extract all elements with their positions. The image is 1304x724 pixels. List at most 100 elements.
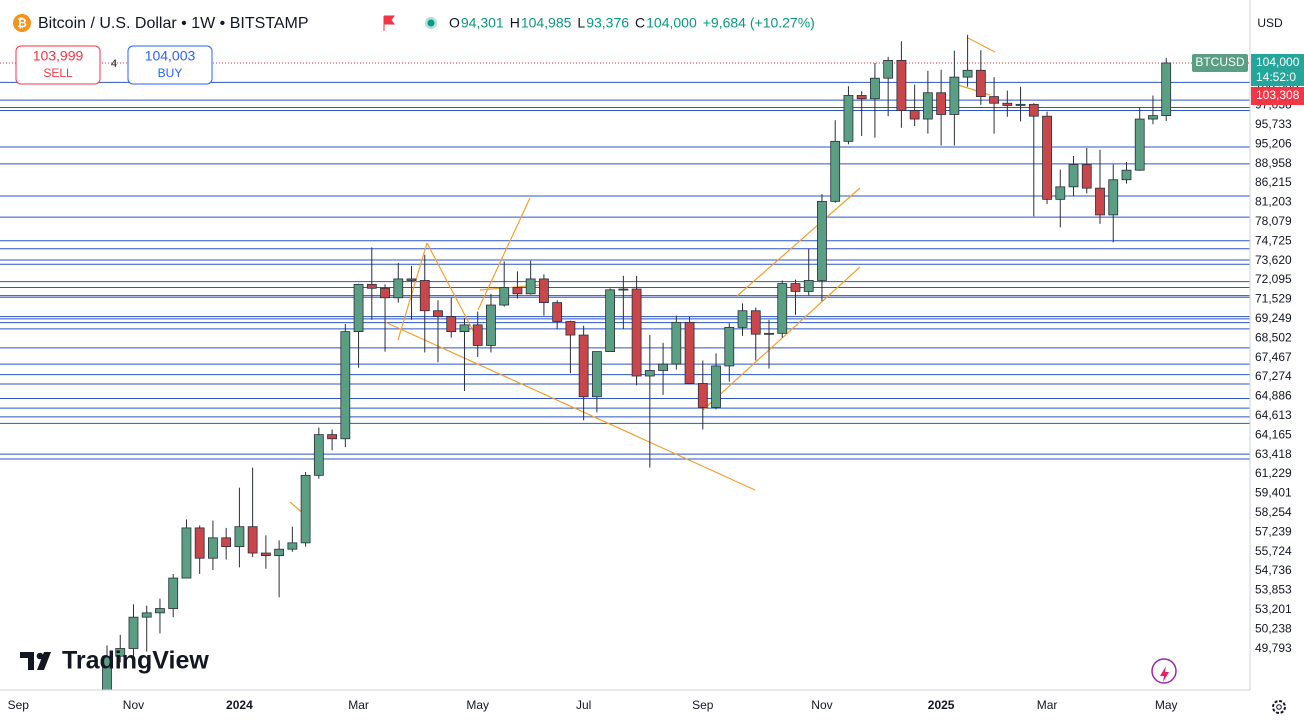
candle-body (631, 288, 642, 377)
sell-price: 103,999 (33, 48, 84, 64)
trendline (967, 37, 996, 53)
candle-body (433, 310, 443, 317)
candle-body (168, 577, 179, 609)
candle-body (1002, 102, 1013, 106)
assistant-icon-bolt (1160, 666, 1169, 682)
countdown: 14:52:0 (1256, 70, 1296, 84)
y-tick-label: 72,095 (1255, 272, 1292, 286)
candle-body (922, 92, 933, 120)
trendline (426, 242, 479, 341)
candle-body (208, 537, 218, 559)
y-tick-label: 67,274 (1255, 369, 1292, 383)
buy-price: 104,003 (145, 48, 196, 64)
y-tick-label: 53,201 (1255, 602, 1292, 616)
y-tick-label: 55,724 (1255, 544, 1292, 558)
y-tick-label: 59,401 (1255, 486, 1292, 500)
sell-label: SELL (43, 66, 73, 80)
candle-body (380, 287, 390, 299)
y-tick-label: 88,958 (1255, 156, 1292, 170)
candle-body (1134, 118, 1145, 171)
candle-body (737, 310, 748, 328)
x-tick-label: 2024 (226, 698, 253, 712)
candle-body (141, 612, 152, 618)
candle-body (260, 552, 271, 557)
price-tag (1251, 53, 1304, 86)
candle-body (578, 334, 589, 398)
candle-body (962, 69, 973, 78)
candle-body (247, 526, 258, 554)
y-axis-labels: 100,30697,05895,73395,20688,95886,21581,… (1192, 53, 1304, 655)
candle-body (724, 326, 735, 367)
price-tag (1251, 86, 1304, 105)
y-tick-label: 95,733 (1255, 117, 1292, 131)
candle-body (1042, 115, 1052, 200)
logo-mark (36, 652, 44, 660)
candle-body (419, 280, 430, 312)
candle-body (896, 60, 907, 111)
x-tick-label: Sep (8, 698, 30, 712)
y-tick-label: 54,736 (1255, 563, 1292, 577)
candle-body (883, 60, 894, 79)
candle-body (499, 287, 510, 306)
candle-body (750, 310, 761, 335)
candle-body (234, 526, 245, 548)
chart-title: Bitcoin / U.S. Dollar • 1W • BITSTAMP (38, 15, 309, 32)
candle-body (1081, 164, 1092, 189)
y-tick-label: 49,793 (1255, 641, 1292, 655)
candle-body (128, 616, 139, 649)
btc-icon-glyph: ₿ (17, 16, 27, 30)
candle-body (486, 304, 496, 346)
candle-body (936, 92, 947, 115)
buy-button[interactable] (127, 45, 213, 85)
candle-body (697, 383, 708, 408)
y-tick-label: 95,206 (1255, 136, 1292, 150)
ohlc-letter: C (635, 15, 645, 31)
candle-body (459, 324, 470, 333)
assistant-icon[interactable] (1151, 658, 1177, 684)
candle-body (274, 548, 285, 557)
currency: USD (1257, 16, 1283, 30)
ohlc-value: 104,000 (646, 15, 697, 31)
time-axis (0, 690, 1250, 724)
candle-body (803, 280, 814, 292)
candle-body (1095, 187, 1105, 216)
y-tick-label: 81,203 (1255, 195, 1292, 209)
trendline (397, 242, 428, 341)
logo-mark (20, 652, 34, 670)
candle-body (989, 96, 999, 104)
y-tick-label: 64,613 (1255, 408, 1292, 422)
x-tick-label: 2025 (928, 698, 955, 712)
candle-body (552, 302, 563, 322)
y-tick-label: 73,620 (1255, 253, 1292, 267)
ohlc-letter: H (510, 15, 520, 31)
x-tick-label: Sep (692, 698, 714, 712)
candle-body (181, 527, 192, 579)
candle-body (366, 283, 377, 289)
y-tick-label: 64,886 (1255, 389, 1292, 403)
symbol-tag-label: BTCUSD (1195, 55, 1245, 69)
y-tick-label: 57,239 (1255, 524, 1292, 538)
candle-body (472, 324, 483, 346)
candle-body (790, 283, 801, 292)
x-tick-label: Nov (811, 698, 832, 712)
trendlines (289, 37, 996, 516)
candle-body (711, 365, 721, 408)
candle-body (221, 537, 232, 548)
candle-body (949, 76, 960, 115)
candle-body (539, 278, 549, 304)
y-tick-label: 71,529 (1255, 292, 1292, 306)
candle-body (764, 332, 774, 335)
x-tick-label: Mar (1037, 698, 1058, 712)
settings-icon[interactable] (1272, 700, 1286, 714)
x-tick-label: Nov (123, 698, 144, 712)
candle-body (155, 608, 165, 614)
x-tick-label: May (1155, 698, 1178, 712)
y-tick-label: 64,165 (1255, 427, 1292, 441)
flag-icon (383, 15, 395, 31)
x-tick-label: May (466, 698, 489, 712)
logo-text: TradingView (62, 647, 209, 675)
candle-body (1015, 103, 1026, 106)
candle-body (671, 321, 682, 365)
sell-button[interactable] (15, 45, 101, 85)
